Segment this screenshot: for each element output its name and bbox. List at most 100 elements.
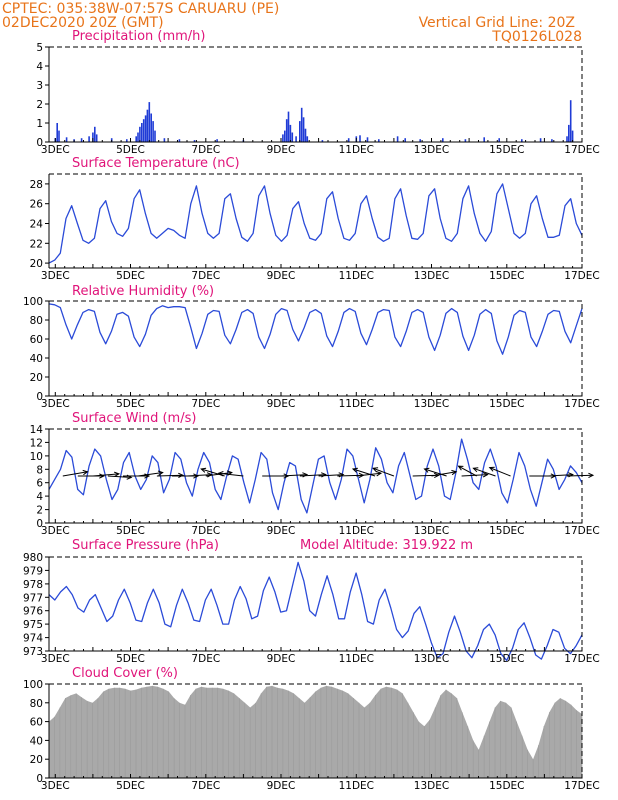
precip-bar xyxy=(569,100,572,142)
x-tick-label: 15DEC xyxy=(489,653,524,665)
precip-bar xyxy=(142,119,145,142)
y-tick-label: 22 xyxy=(30,238,43,250)
x-tick-label: 5DEC xyxy=(116,653,145,665)
x-tick-label: 7DEC xyxy=(191,653,220,665)
wind-vector xyxy=(156,472,185,479)
precip-bar xyxy=(178,139,181,142)
precip-bar xyxy=(464,139,467,142)
precip-bar xyxy=(366,137,369,143)
y-tick-label: 0 xyxy=(36,773,43,785)
precip-bar xyxy=(299,121,301,142)
header-station: CPTEC: 035:38W-07:57S CARUARU (PE) xyxy=(2,1,279,17)
wind-vector xyxy=(457,465,477,477)
x-tick-label: 17DEC xyxy=(564,780,599,792)
y-tick-label: 20 xyxy=(30,372,43,384)
precip-bar xyxy=(154,130,156,142)
y-tick-label: 977 xyxy=(23,592,43,604)
precip-bar xyxy=(498,138,500,142)
x-tick-label: 7DEC xyxy=(191,270,220,282)
wind-vector xyxy=(566,472,595,479)
wind-vector xyxy=(431,469,458,477)
model-altitude: Model Altitude: 319.922 m xyxy=(300,538,473,553)
x-tick-label: 17DEC xyxy=(564,270,599,282)
x-tick-label: 11DEC xyxy=(339,525,374,537)
panel-title: Cloud Cover (%) xyxy=(72,666,178,681)
precip-bar xyxy=(95,134,98,142)
x-tick-label: 3DEC xyxy=(41,398,70,410)
precip-bar xyxy=(419,139,421,142)
y-tick-label: 40 xyxy=(30,353,43,365)
precip-bar xyxy=(282,134,284,142)
precip-bar xyxy=(571,130,574,142)
x-tick-label: 9DEC xyxy=(267,525,296,537)
precip-bar xyxy=(483,137,485,143)
x-tick-label: 11DEC xyxy=(339,398,374,410)
x-tick-label: 11DEC xyxy=(339,270,374,282)
precip-bar xyxy=(141,123,143,142)
header-grid-line: Vertical Grid Line: 20Z xyxy=(419,15,575,31)
series-line xyxy=(48,561,583,662)
precip-bar xyxy=(216,139,218,142)
panel-title: Surface Wind (m/s) xyxy=(72,411,196,426)
precip-bar xyxy=(163,138,166,142)
panel-cloud-cover: Cloud Cover (%) 0 20 40 60 80 100 3DEC 5DEC 7DEC 9… xyxy=(23,666,600,792)
x-tick-label: 17DEC xyxy=(564,144,599,156)
x-tick-label: 17DEC xyxy=(564,653,599,665)
series-line xyxy=(48,438,583,514)
wind-vector xyxy=(351,467,376,477)
x-tick-label: 5DEC xyxy=(116,144,145,156)
wind-vector xyxy=(356,471,383,477)
y-tick-label: 0 xyxy=(36,137,43,149)
y-tick-label: 8 xyxy=(36,464,43,476)
x-tick-label: 11DEC xyxy=(339,144,374,156)
precip-bar xyxy=(347,138,350,142)
precip-bar xyxy=(150,113,152,142)
precip-bar xyxy=(126,139,128,142)
precip-bar xyxy=(58,130,60,142)
x-tick-label: 15DEC xyxy=(489,525,524,537)
x-tick-label: 15DEC xyxy=(489,144,524,156)
precip-bar xyxy=(65,137,68,143)
precip-bar xyxy=(359,135,361,142)
precip-bar xyxy=(137,132,139,142)
precip-bar xyxy=(291,132,294,142)
y-tick-label: 978 xyxy=(23,579,43,591)
precip-bar xyxy=(139,126,141,142)
panel-frame xyxy=(48,428,583,524)
precip-bar xyxy=(135,136,137,142)
y-tick-label: 2 xyxy=(36,99,43,111)
x-tick-label: 7DEC xyxy=(191,780,220,792)
y-tick-label: 980 xyxy=(23,552,43,564)
x-tick-label: 15DEC xyxy=(489,780,524,792)
x-tick-label: 15DEC xyxy=(489,270,524,282)
y-tick-label: 0 xyxy=(36,518,43,530)
wind-vector xyxy=(472,467,496,477)
precip-bar xyxy=(378,139,380,142)
x-tick-label: 3DEC xyxy=(41,144,70,156)
y-tick-label: 973 xyxy=(23,646,43,658)
y-tick-label: 6 xyxy=(36,478,43,490)
x-tick-label: 17DEC xyxy=(564,398,599,410)
y-tick-label: 100 xyxy=(23,679,43,691)
x-tick-label: 13DEC xyxy=(414,780,449,792)
wind-vector xyxy=(423,467,447,477)
y-tick-label: 60 xyxy=(30,717,43,729)
precip-bar xyxy=(56,123,58,142)
y-tick-label: 80 xyxy=(30,315,43,327)
precip-bar xyxy=(302,117,305,142)
x-tick-label: 9DEC xyxy=(267,144,296,156)
precip-bar xyxy=(80,138,83,142)
y-tick-label: 1 xyxy=(36,118,43,130)
precip-bar xyxy=(539,138,542,142)
y-tick-label: 975 xyxy=(23,619,43,631)
x-tick-label: 5DEC xyxy=(116,780,145,792)
y-tick-label: 974 xyxy=(23,633,43,645)
precip-bar xyxy=(94,126,96,142)
precip-bar xyxy=(88,136,90,142)
precip-bar xyxy=(289,124,292,142)
panel-title: Relative Humidity (%) xyxy=(72,284,214,299)
precip-bar xyxy=(285,119,288,142)
x-tick-label: 3DEC xyxy=(41,270,70,282)
x-tick-label: 13DEC xyxy=(414,270,449,282)
wind-vector xyxy=(186,472,213,478)
